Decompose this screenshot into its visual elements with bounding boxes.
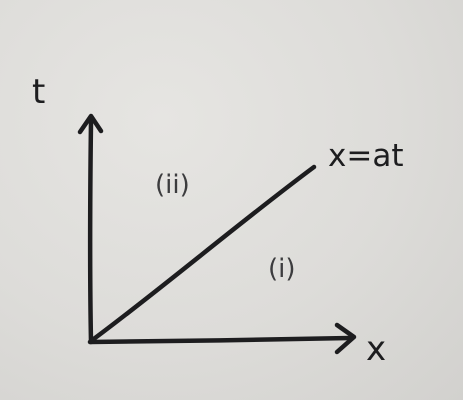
t-axis-label: t xyxy=(32,72,45,112)
t-axis-line xyxy=(88,119,94,345)
t-axis-arrowhead xyxy=(77,113,104,135)
x-axis-arrowhead xyxy=(334,322,357,355)
x-axis xyxy=(87,322,357,355)
region-ii-label: (ii) xyxy=(155,170,190,200)
x-axis-line xyxy=(87,335,353,345)
line-label: x=at xyxy=(328,138,403,174)
t-axis xyxy=(77,113,104,345)
x-axis-label: x xyxy=(366,329,386,369)
line-x-equals-at xyxy=(88,164,317,344)
region-i-label: (i) xyxy=(268,254,296,284)
